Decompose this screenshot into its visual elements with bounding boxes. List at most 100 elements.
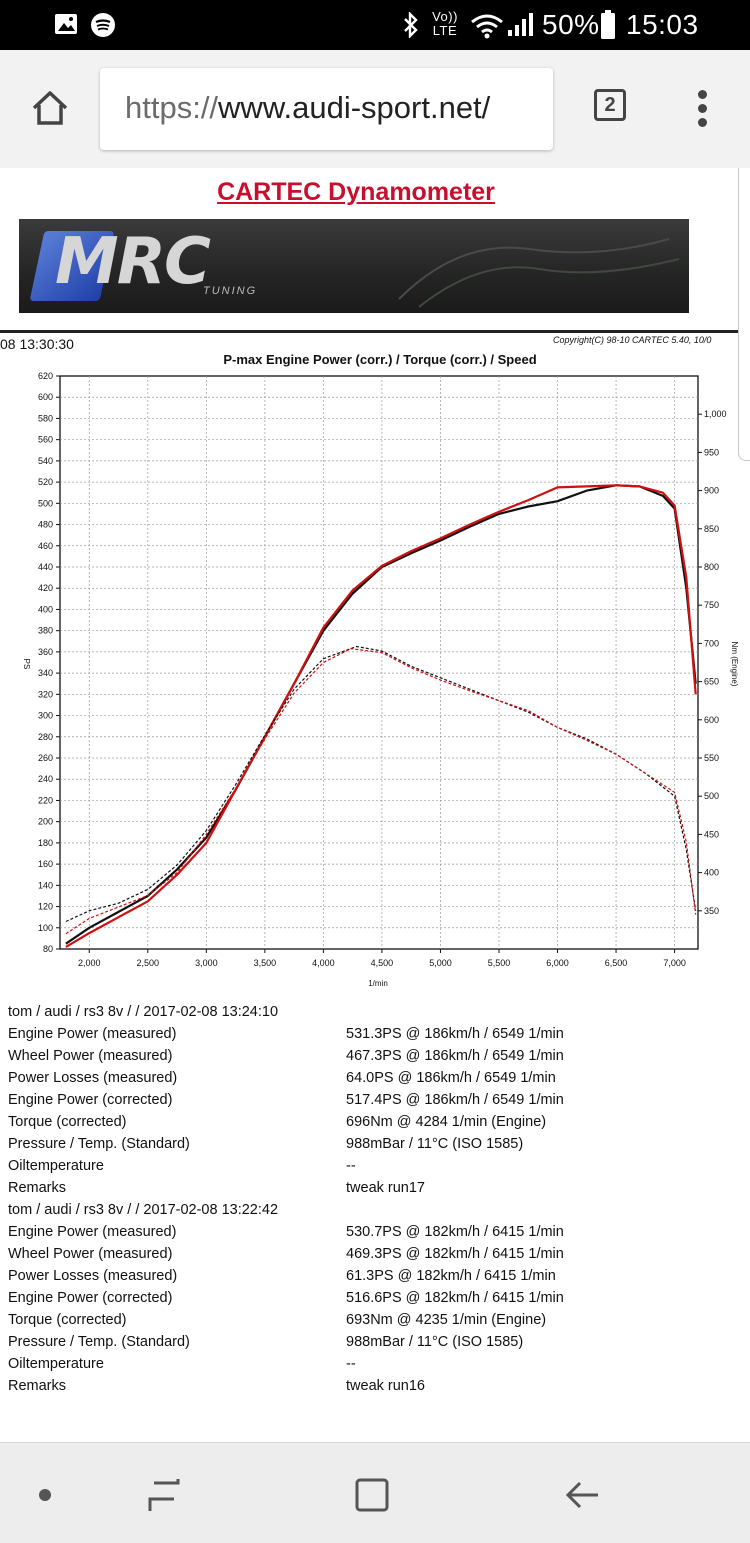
y-tick-label-left: 340	[38, 668, 53, 678]
y-tick-label-left: 600	[38, 392, 53, 402]
recents-icon[interactable]	[144, 1475, 184, 1515]
x-tick-label: 3,000	[195, 958, 218, 968]
y-tick-label-right: 900	[704, 486, 719, 496]
dot-icon[interactable]	[39, 1489, 51, 1501]
back-icon[interactable]	[562, 1475, 602, 1515]
clock: 15:03	[626, 9, 699, 40]
banner-decoration	[398, 238, 680, 308]
result-label: Wheel Power (measured)	[8, 1048, 173, 1064]
result-row: Torque (corrected) 693Nm @ 4235 1/min (En…	[8, 1312, 708, 1334]
series-line-3	[65, 645, 697, 923]
y-tick-label-right: 500	[704, 791, 719, 801]
y-tick-label-left: 200	[38, 817, 53, 827]
y-axis-label-left: PS	[22, 659, 31, 670]
result-value: 988mBar / 11°C (ISO 1585)	[346, 1334, 524, 1350]
y-tick-label-right: 950	[704, 447, 719, 457]
y-tick-label-left: 100	[38, 923, 53, 933]
page-title: CARTEC Dynamometer	[217, 178, 495, 206]
result-value: --	[346, 1158, 356, 1174]
y-tick-label-left: 500	[38, 498, 53, 508]
y-tick-label-left: 380	[38, 626, 53, 636]
result-row: Engine Power (corrected) 516.6PS @ 182km/…	[8, 1290, 708, 1312]
banner-logo: MRC	[55, 225, 211, 299]
run-header-text: tom / audi / rs3 8v / / 2017-02-08 13:24…	[8, 1004, 279, 1020]
url-scheme: https://	[125, 90, 219, 125]
battery-icon	[601, 10, 615, 39]
result-value: --	[346, 1356, 356, 1372]
result-value: 531.3PS @ 186km/h / 6549 1/min	[346, 1026, 564, 1042]
y-tick-label-right: 600	[704, 715, 719, 725]
result-label: Remarks	[8, 1180, 67, 1196]
chart-title: P-max Engine Power (corr.) / Torque (cor…	[223, 352, 537, 367]
result-value: 693Nm @ 4235 1/min (Engine)	[346, 1312, 547, 1328]
chart-timestamp: 08 13:30:30	[0, 336, 74, 352]
y-tick-label-right: 750	[704, 600, 719, 610]
result-row: Power Losses (measured) 64.0PS @ 186km/h …	[8, 1070, 708, 1092]
result-label: Oiltemperature	[8, 1158, 104, 1174]
result-row: Wheel Power (measured) 469.3PS @ 182km/h …	[8, 1246, 708, 1268]
result-label: Oiltemperature	[8, 1356, 104, 1372]
chart-copyright: Copyright(C) 98-10 CARTEC 5.40, 10/0	[553, 335, 712, 345]
y-tick-label-left: 180	[38, 838, 53, 848]
y-tick-label-right: 400	[704, 868, 719, 878]
y-tick-label-left: 220	[38, 795, 53, 805]
chart-series	[65, 484, 697, 948]
result-value: 530.7PS @ 182km/h / 6415 1/min	[346, 1224, 564, 1240]
url-text[interactable]: https://www.audi-sport.net/	[125, 90, 490, 126]
result-label: Torque (corrected)	[8, 1312, 127, 1328]
x-tick-label: 5,000	[429, 958, 452, 968]
x-tick-label: 6,000	[546, 958, 569, 968]
y-tick-label-left: 120	[38, 902, 53, 912]
x-axis-label: 1/min	[368, 979, 388, 988]
result-value: 64.0PS @ 186km/h / 6549 1/min	[346, 1070, 556, 1086]
y-tick-label-right: 550	[704, 753, 719, 763]
y-tick-label-left: 400	[38, 604, 53, 614]
home-icon[interactable]	[352, 1475, 392, 1515]
dyno-chart: 2,000 2,500 3,000 3,500 4,000 4,500 5,000 5,500…	[22, 371, 739, 988]
result-row: Engine Power (corrected) 517.4PS @ 186km/…	[8, 1092, 708, 1114]
y-tick-label-left: 160	[38, 859, 53, 869]
y-tick-label-left: 540	[38, 456, 53, 466]
battery-percent: 50%	[542, 9, 600, 40]
result-row: Remarks tweak run16	[8, 1378, 708, 1400]
home-button[interactable]	[30, 88, 70, 128]
overflow-menu-button[interactable]	[696, 90, 708, 127]
y-tick-label-left: 320	[38, 689, 53, 699]
y-tick-label-left: 140	[38, 880, 53, 890]
result-value: tweak run17	[346, 1180, 425, 1196]
signal-icon	[508, 13, 533, 36]
bluetooth-icon	[404, 12, 418, 38]
y-tick-label-left: 300	[38, 711, 53, 721]
y-tick-label-left: 560	[38, 435, 53, 445]
result-label: Remarks	[8, 1378, 67, 1394]
y-axis-label-right: Nm (Engine)	[730, 642, 739, 687]
result-label: Wheel Power (measured)	[8, 1246, 173, 1262]
y-tick-label-left: 280	[38, 732, 53, 742]
results-table: tom / audi / rs3 8v / / 2017-02-08 13:24…	[8, 1004, 708, 1400]
result-value: 61.3PS @ 182km/h / 6415 1/min	[346, 1268, 556, 1284]
y-tick-label-left: 620	[38, 371, 53, 381]
tab-switcher-button[interactable]: 2	[594, 89, 626, 121]
result-row: Remarks tweak run17	[8, 1180, 708, 1202]
y-tick-label-left: 460	[38, 541, 53, 551]
result-row: Engine Power (measured) 530.7PS @ 182km/h…	[8, 1224, 708, 1246]
y-tick-label-left: 240	[38, 774, 53, 784]
mrc-tuning-banner: MRC TUNING	[19, 219, 689, 313]
banner-sub: TUNING	[203, 285, 258, 297]
gallery-icon	[55, 14, 77, 34]
address-bar[interactable]: https://www.audi-sport.net/	[100, 68, 553, 150]
chart-grid	[60, 376, 698, 949]
result-label: Torque (corrected)	[8, 1114, 127, 1130]
page-scrollbar[interactable]	[738, 168, 750, 461]
result-label: Engine Power (corrected)	[8, 1290, 173, 1306]
result-label: Engine Power (corrected)	[8, 1092, 173, 1108]
x-tick-label: 7,000	[663, 958, 686, 968]
result-row: Pressure / Temp. (Standard) 988mBar / 11°…	[8, 1136, 708, 1158]
result-row: Torque (corrected) 696Nm @ 4284 1/min (En…	[8, 1114, 708, 1136]
spotify-icon	[91, 13, 115, 37]
series-line-4	[65, 648, 697, 935]
y-tick-label-left: 580	[38, 413, 53, 423]
y-tick-label-left: 420	[38, 583, 53, 593]
x-tick-label: 4,000	[312, 958, 335, 968]
page-content: CARTEC Dynamometer MRC TUNING 08 13:30:3…	[0, 168, 750, 1442]
